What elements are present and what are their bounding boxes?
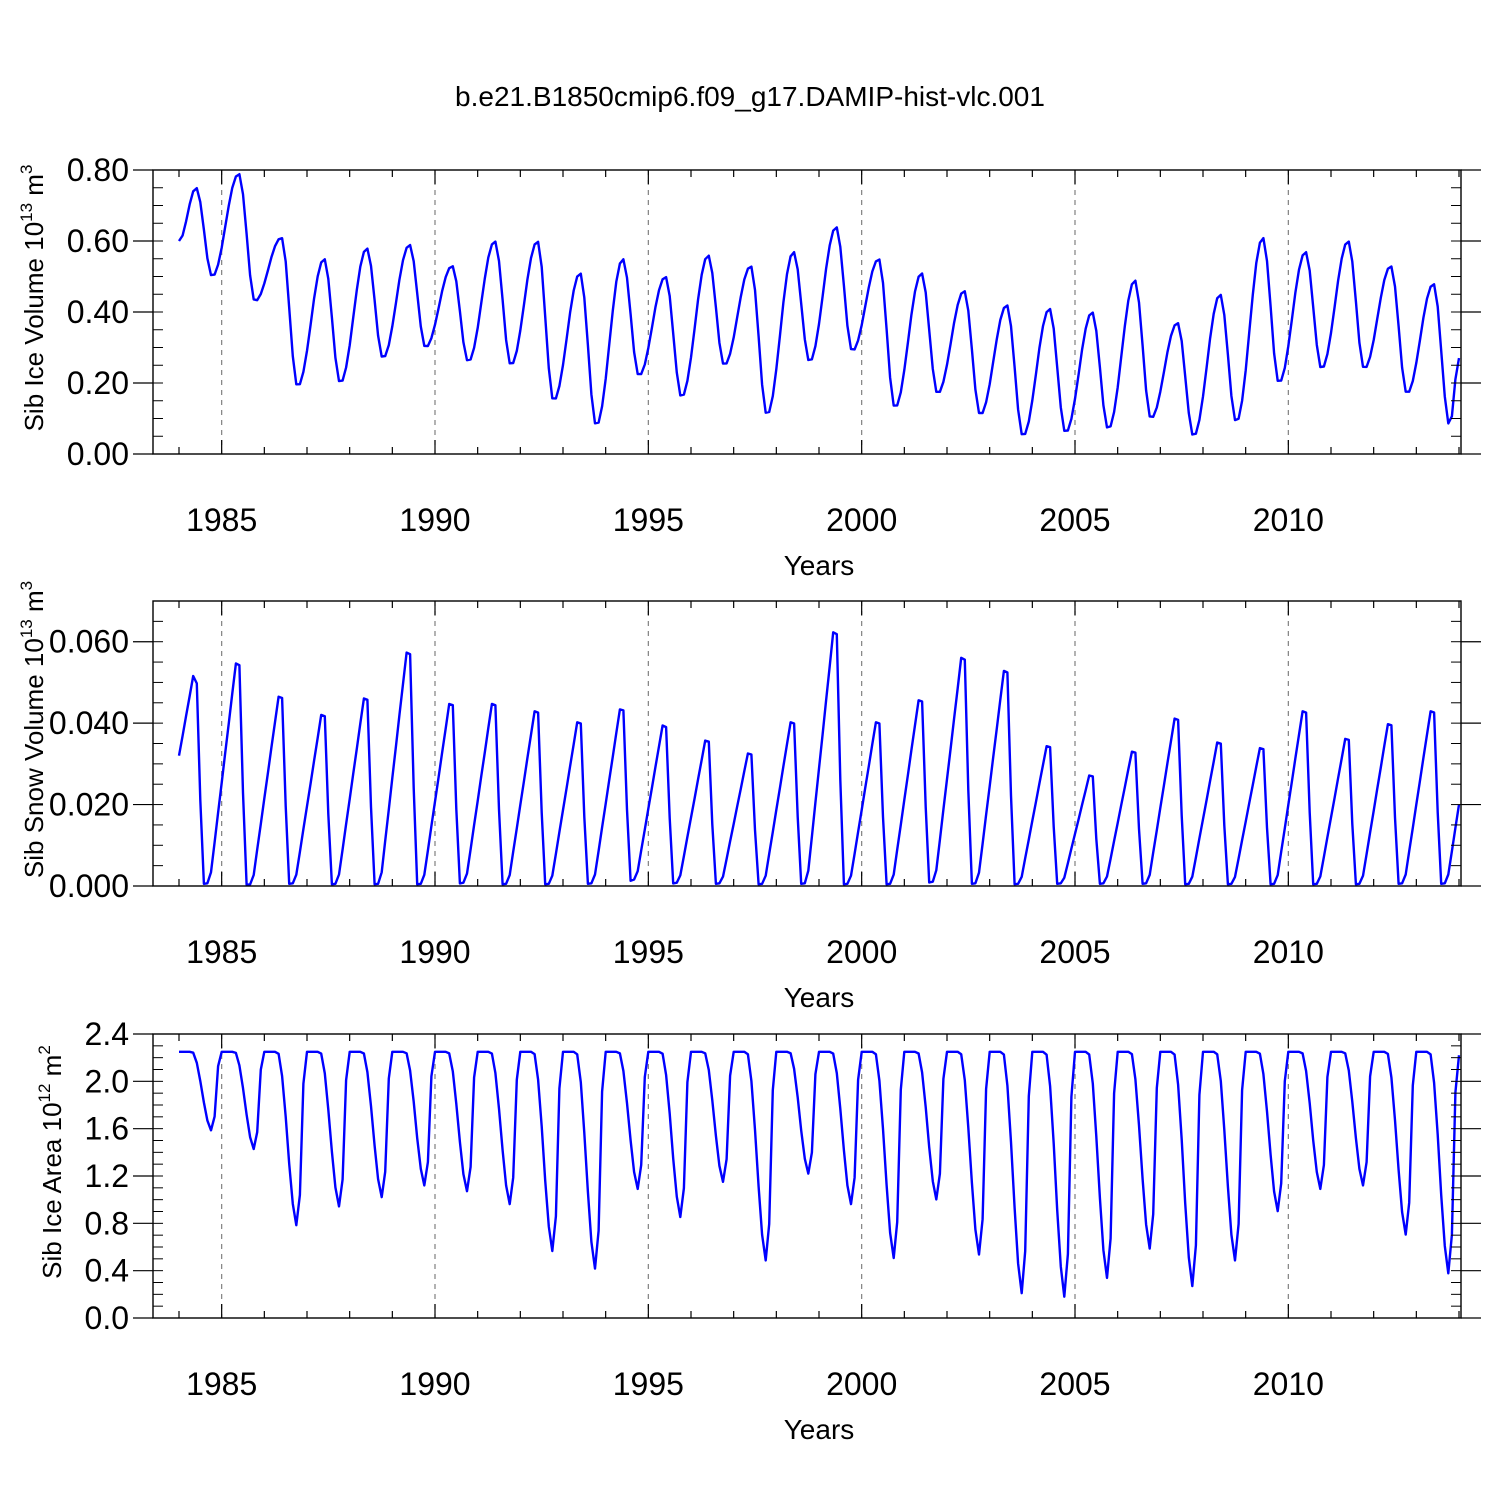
y-tick-label: 0.40 [67, 294, 129, 330]
x-tick-label: 1995 [613, 502, 684, 538]
x-tick-label: 1995 [613, 934, 684, 970]
y-axis-label: Sib Snow Volume 1013 m3 [17, 581, 49, 878]
x-tick-label: 1990 [399, 1366, 470, 1402]
y-tick-label: 0.060 [49, 624, 129, 660]
y-label-exponent: 13 [17, 203, 36, 222]
y-label-exponent: 12 [35, 1084, 54, 1103]
y-label-main: Sib Ice Area 10 [37, 1102, 67, 1278]
y-tick-label: 0.000 [49, 868, 129, 904]
x-tick-label: 2005 [1039, 502, 1110, 538]
y-tick-label: 2.4 [85, 1016, 129, 1052]
y-tick-label: 1.6 [85, 1111, 129, 1147]
y-tick-label: 0.0 [85, 1300, 129, 1336]
x-tick-label: 1995 [613, 1366, 684, 1402]
x-tick-label: 1990 [399, 502, 470, 538]
y-tick-label: 0.020 [49, 787, 129, 823]
x-tick-label: 2010 [1253, 934, 1324, 970]
y-label-unit-exponent: 3 [17, 165, 36, 174]
y-label-unit: m [37, 1055, 67, 1084]
y-tick-label: 1.2 [85, 1158, 129, 1194]
figure-title: b.e21.B1850cmip6.f09_g17.DAMIP-hist-vlc.… [455, 81, 1045, 112]
x-tick-label: 1990 [399, 934, 470, 970]
y-tick-label: 0.80 [67, 152, 129, 188]
panel-ice-area: 0.0 0.4 0.8 1.2 1.6 2.0 2.4 1985 1990 1995 2000 200… [35, 1016, 1481, 1445]
x-tick-label: 2005 [1039, 934, 1110, 970]
y-tick-label: 0.4 [85, 1253, 129, 1289]
x-tick-label: 2010 [1253, 1366, 1324, 1402]
x-tick-label: 2010 [1253, 502, 1324, 538]
x-tick-label: 1985 [186, 1366, 257, 1402]
x-tick-label: 2000 [826, 1366, 897, 1402]
x-axis-label: Years [784, 550, 855, 581]
x-tick-label: 1985 [186, 502, 257, 538]
y-label-main: Sib Ice Volume 10 [19, 222, 49, 432]
x-axis-label: Years [784, 982, 855, 1013]
x-tick-label: 2000 [826, 934, 897, 970]
y-label-unit-exponent: 2 [35, 1045, 54, 1054]
y-label-unit-exponent: 3 [17, 581, 36, 590]
ice-area-series-line [179, 1050, 1461, 1298]
y-axis-label: Sib Ice Volume 1013 m3 [17, 165, 49, 432]
x-axis-label: Years [784, 1414, 855, 1445]
x-tick-label: 1985 [186, 934, 257, 970]
panel-ice-volume: 0.00 0.20 0.40 0.60 0.80 1985 1990 1995 2000 2005… [17, 152, 1481, 581]
y-tick-label: 0.20 [67, 365, 129, 401]
y-axis-label: Sib Ice Area 1012 m2 [35, 1045, 67, 1279]
panel-snow-volume: 0.000 0.020 0.040 0.060 1985 1990 1995 2000 2005… [17, 581, 1481, 1013]
y-label-unit: m [19, 174, 49, 203]
x-tick-label: 2000 [826, 502, 897, 538]
y-tick-label: 0.00 [67, 436, 129, 472]
y-label-exponent: 13 [17, 619, 36, 638]
x-tick-label: 2005 [1039, 1366, 1110, 1402]
y-label-unit: m [19, 590, 49, 619]
y-tick-label: 2.0 [85, 1063, 129, 1099]
y-tick-label: 0.60 [67, 223, 129, 259]
ice-volume-series-line [177, 173, 1461, 436]
y-label-main: Sib Snow Volume 10 [19, 638, 49, 878]
y-tick-label: 0.8 [85, 1205, 129, 1241]
snow-volume-series-line [177, 631, 1461, 886]
y-tick-label: 0.040 [49, 705, 129, 741]
